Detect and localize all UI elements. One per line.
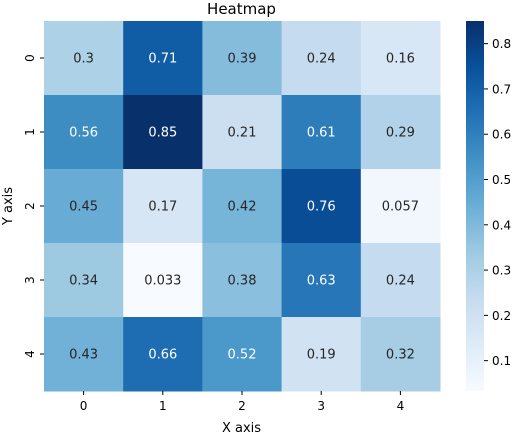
heatmap-cell (360, 21, 441, 96)
cell-value-label: 0.39 (228, 52, 257, 67)
cell-value-label: 0.76 (307, 200, 336, 215)
heatmap-cell (202, 169, 283, 244)
heatmap-cell (281, 95, 362, 170)
cell-value-label: 0.34 (69, 274, 98, 289)
cell-value-label: 0.17 (148, 200, 177, 215)
cell-value-label: 0.29 (386, 126, 415, 141)
heatmap-cell (281, 169, 362, 244)
cell-value-label: 0.43 (69, 348, 98, 363)
colorbar-tick-label: 0.3 (492, 264, 511, 278)
colorbar-tick-label: 0.8 (492, 37, 511, 51)
cell-value-label: 0.52 (228, 348, 257, 363)
y-tick-label: 4 (23, 350, 37, 358)
cell-value-label: 0.56 (69, 126, 98, 141)
x-axis: 0 1 2 3 4 (80, 391, 404, 413)
x-tick-label: 1 (159, 399, 167, 413)
heatmap-cell-labels: 0.3 0.71 0.39 0.24 0.16 0.56 0.85 0.21 0.61 0.29 0… (69, 52, 419, 363)
cell-value-label: 0.16 (386, 52, 415, 67)
heatmap-cell (123, 169, 203, 244)
heatmap-cell (44, 21, 124, 96)
colorbar: 0.1 0.2 0.3 0.4 0.5 0.6 0.7 0.8 (466, 21, 511, 391)
heatmap-cell (360, 95, 441, 170)
heatmap-cell (202, 21, 283, 96)
cell-value-label: 0.61 (307, 126, 336, 141)
cell-value-label: 0.38 (228, 274, 257, 289)
colorbar-tick-label: 0.7 (492, 82, 511, 96)
heatmap-cell (123, 95, 203, 170)
cell-value-label: 0.71 (148, 52, 177, 67)
colorbar-tick-label: 0.5 (492, 173, 511, 187)
y-tick-label: 1 (23, 128, 37, 136)
heatmap-cell (281, 317, 362, 392)
y-tick-label: 2 (23, 202, 37, 210)
heatmap-cell (202, 243, 283, 318)
heatmap-cell (360, 317, 441, 392)
heatmap-cell (360, 243, 441, 318)
heatmap-cell (123, 21, 203, 96)
cell-value-label: 0.63 (307, 274, 336, 289)
x-tick-label: 3 (317, 399, 325, 413)
y-tick-label: 0 (23, 54, 37, 62)
cell-value-label: 0.42 (228, 200, 257, 215)
heatmap-cell (123, 243, 203, 318)
cell-value-label: 0.057 (382, 200, 419, 215)
y-axis: 0 1 2 3 4 (23, 54, 44, 358)
cell-value-label: 0.19 (307, 348, 336, 363)
heatmap-cell (44, 95, 124, 170)
heatmap-cell (281, 243, 362, 318)
heatmap-cell (202, 317, 283, 392)
heatmap-cell (281, 21, 362, 96)
colorbar-tick-label: 0.6 (492, 128, 511, 142)
cell-value-label: 0.32 (386, 348, 415, 363)
cell-value-label: 0.21 (228, 126, 257, 141)
heatmap-cell (44, 243, 124, 318)
colorbar-tick-label: 0.1 (492, 354, 511, 368)
heatmap-cells (44, 21, 441, 392)
y-tick-label: 3 (23, 276, 37, 284)
heatmap-cell (202, 95, 283, 170)
colorbar-gradient (466, 21, 484, 391)
cell-value-label: 0.45 (69, 200, 98, 215)
cell-value-label: 0.24 (307, 52, 336, 67)
colorbar-tick-label: 0.4 (492, 218, 511, 232)
colorbar-tick-label: 0.2 (492, 309, 511, 323)
cell-value-label: 0.24 (386, 274, 415, 289)
heatmap-cell (123, 317, 203, 392)
heatmap-cell (360, 169, 441, 244)
x-tick-label: 0 (80, 399, 88, 413)
x-axis-label: X axis (222, 421, 261, 435)
cell-value-label: 0.85 (148, 126, 177, 141)
chart-title: Heatmap (207, 0, 276, 18)
cell-value-label: 0.3 (73, 52, 94, 67)
x-tick-label: 2 (238, 399, 246, 413)
cell-value-label: 0.66 (148, 348, 177, 363)
heatmap-cell (44, 317, 124, 392)
x-tick-label: 4 (397, 399, 405, 413)
y-axis-label: Y axis (1, 187, 16, 226)
heatmap-cell (44, 169, 124, 244)
cell-value-label: 0.033 (144, 274, 181, 289)
